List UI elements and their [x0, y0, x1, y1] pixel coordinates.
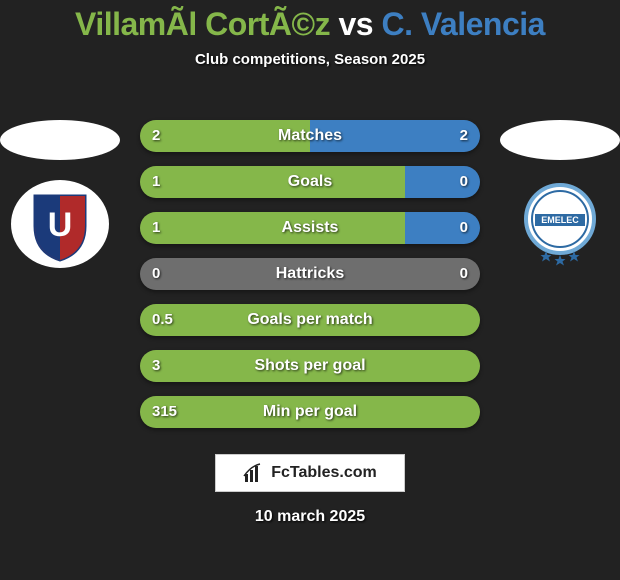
stat-row: 0.5Goals per match [140, 304, 480, 336]
page-title: VillamÃ­l CortÃ©z vs C. Valencia [0, 0, 620, 43]
fctables-logo-text: FcTables.com [271, 464, 377, 482]
fctables-logo: FcTables.com [215, 454, 405, 492]
club-badge-left: U [11, 180, 109, 268]
player-right-column: EMELEC [500, 120, 620, 268]
subtitle: Club competitions, Season 2025 [0, 51, 620, 68]
player-photo-placeholder-left [0, 120, 120, 160]
stat-row: 00Hattricks [140, 258, 480, 290]
footer-date: 10 march 2025 [0, 508, 620, 526]
stat-row: 315Min per goal [140, 396, 480, 428]
title-vs: vs [338, 6, 373, 42]
stat-row: 10Assists [140, 212, 480, 244]
stat-label: Min per goal [140, 396, 480, 428]
bar-chart-icon [243, 462, 265, 484]
title-player1: VillamÃ­l CortÃ©z [75, 6, 330, 42]
svg-text:EMELEC: EMELEC [541, 215, 579, 225]
player-left-column: U [0, 120, 120, 268]
stat-label: Goals [140, 166, 480, 198]
svg-text:U: U [48, 206, 73, 244]
player-photo-placeholder-right [500, 120, 620, 160]
stat-label: Shots per goal [140, 350, 480, 382]
stat-label: Goals per match [140, 304, 480, 336]
stat-row: 10Goals [140, 166, 480, 198]
stat-row: 22Matches [140, 120, 480, 152]
club-badge-right: EMELEC [511, 180, 609, 268]
crest-icon: EMELEC [511, 175, 609, 273]
title-player2: C. Valencia [381, 6, 544, 42]
stats-table: 22Matches 10Goals 10Assists 00Hattricks 0.5G… [140, 120, 480, 442]
stat-label: Assists [140, 212, 480, 244]
stat-label: Hattricks [140, 258, 480, 290]
stat-label: Matches [140, 120, 480, 152]
stat-row: 3Shots per goal [140, 350, 480, 382]
shield-icon: U [11, 180, 109, 268]
